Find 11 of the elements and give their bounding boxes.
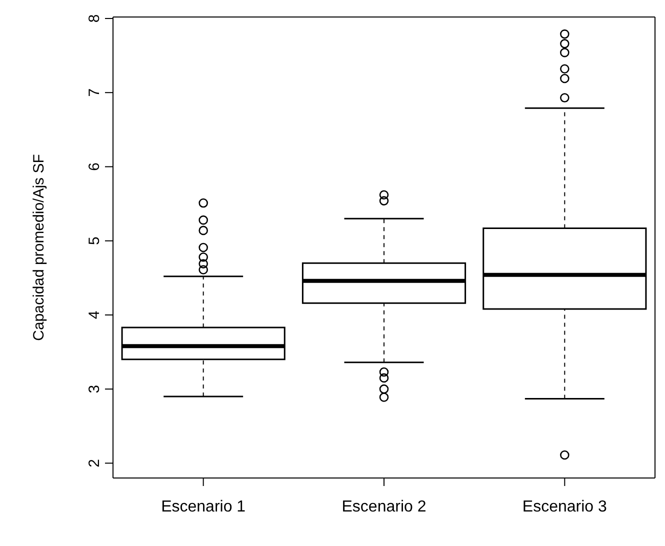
y-tick-label: 8 bbox=[86, 14, 103, 23]
y-tick-label: 3 bbox=[86, 384, 103, 394]
y-tick-label: 6 bbox=[86, 162, 103, 171]
y-tick-label: 4 bbox=[86, 310, 103, 320]
y-tick-label: 5 bbox=[86, 236, 103, 245]
x-tick-label: Escenario 3 bbox=[522, 498, 608, 516]
y-axis-title: Capacidad promedio/Ajs SF bbox=[30, 154, 48, 341]
x-tick-label: Escenario 2 bbox=[342, 498, 426, 516]
y-tick-label: 2 bbox=[86, 459, 103, 468]
x-tick-label: Escenario 1 bbox=[161, 498, 246, 516]
y-tick-label: 7 bbox=[86, 88, 103, 97]
